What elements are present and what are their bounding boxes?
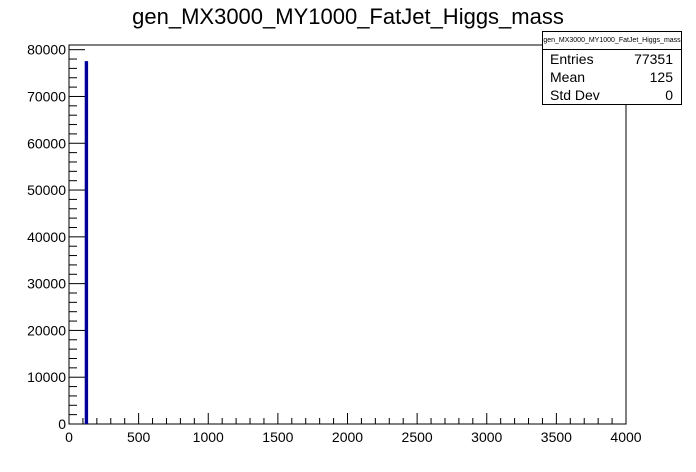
stats-stddev-label: Std Dev <box>550 87 600 103</box>
y-tick-label: 70000 <box>27 88 66 104</box>
stats-mean-label: Mean <box>550 69 586 85</box>
stats-row-entries: Entries 77351 <box>543 50 681 68</box>
stats-stddev-value: 0 <box>665 87 673 103</box>
stats-entries-label: Entries <box>550 51 594 67</box>
x-tick-label: 2000 <box>332 429 363 445</box>
y-tick-label: 50000 <box>27 182 66 198</box>
x-tick-label: 2500 <box>402 429 433 445</box>
x-tick-label: 3000 <box>471 429 502 445</box>
x-tick-label: 0 <box>65 429 73 445</box>
y-tick-label: 80000 <box>27 42 66 58</box>
y-tick-label: 20000 <box>27 322 66 338</box>
y-tick-label: 60000 <box>27 135 66 151</box>
y-tick-label: 40000 <box>27 229 66 245</box>
stats-box-title: gen_MX3000_MY1000_FatJet_Higgs_mass <box>543 32 681 50</box>
stats-row-stddev: Std Dev 0 <box>543 86 681 104</box>
x-tick-label: 1000 <box>193 429 224 445</box>
x-tick-label: 1500 <box>262 429 293 445</box>
y-tick-label: 30000 <box>27 276 66 292</box>
y-tick-label: 0 <box>58 416 66 432</box>
x-tick-label: 500 <box>127 429 151 445</box>
chart-title: gen_MX3000_MY1000_FatJet_Higgs_mass <box>132 4 564 29</box>
x-tick-label: 3500 <box>541 429 572 445</box>
y-tick-label: 10000 <box>27 369 66 385</box>
stats-box: gen_MX3000_MY1000_FatJet_Higgs_mass Entr… <box>542 31 682 105</box>
stats-mean-value: 125 <box>649 69 673 85</box>
stats-entries-value: 77351 <box>634 51 673 67</box>
stats-row-mean: Mean 125 <box>543 68 681 86</box>
histogram-bin <box>84 61 89 424</box>
x-tick-label: 4000 <box>610 429 641 445</box>
